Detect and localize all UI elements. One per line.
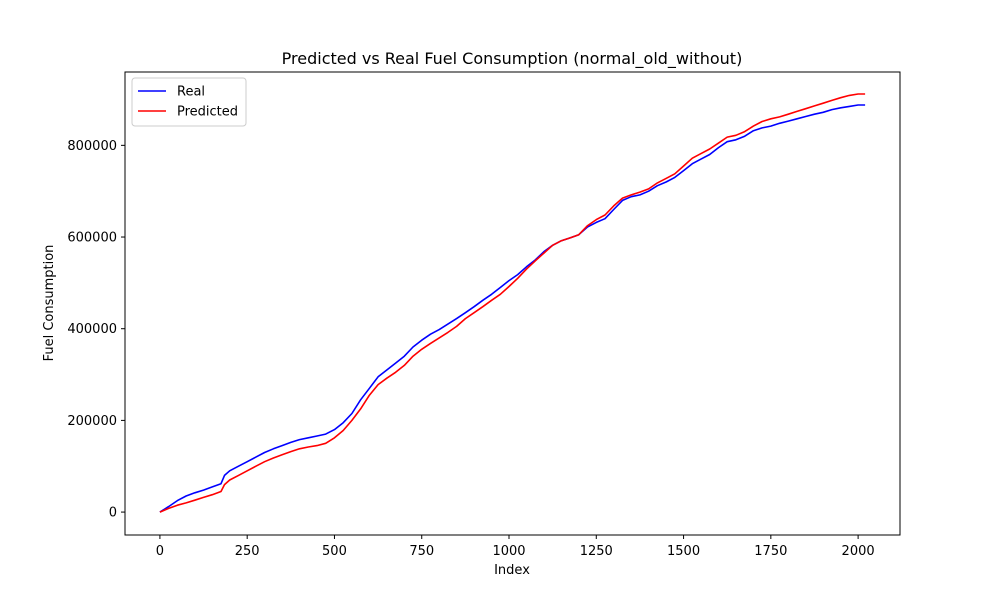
chart-title: Predicted vs Real Fuel Consumption (norm… [282, 49, 743, 69]
y-tick-label: 200000 [67, 414, 117, 429]
legend-box [131, 77, 247, 127]
series-line-real [159, 104, 866, 513]
x-tick-label: 250 [235, 544, 260, 559]
x-axis: 0 250 500 750 1000 1250 1500 1750 2000 [156, 535, 875, 559]
y-tick-label: 800000 [67, 139, 117, 154]
x-tick-label: 1500 [667, 544, 700, 559]
legend-label-real: Real [177, 85, 205, 100]
x-tick-label: 1250 [580, 544, 613, 559]
x-tick-label: 2000 [842, 544, 875, 559]
series-line-predicted [159, 93, 866, 513]
y-tick-label: 400000 [67, 322, 117, 337]
x-axis-label: Index [494, 563, 530, 578]
x-tick-label: 0 [156, 544, 164, 559]
plot-frame [124, 71, 901, 536]
x-tick-label: 750 [409, 544, 434, 559]
x-tick-label: 500 [322, 544, 347, 559]
x-tick-label: 1000 [492, 544, 525, 559]
legend: Real Predicted [131, 77, 247, 127]
plot-area [159, 93, 866, 513]
y-axis: 0 200000 400000 600000 800000 [67, 139, 125, 521]
x-tick-label: 1750 [754, 544, 787, 559]
y-axis-label: Fuel Consumption [42, 245, 57, 362]
legend-label-predicted: Predicted [177, 105, 238, 120]
y-tick-label: 600000 [67, 231, 117, 246]
y-tick-label: 0 [109, 506, 117, 521]
